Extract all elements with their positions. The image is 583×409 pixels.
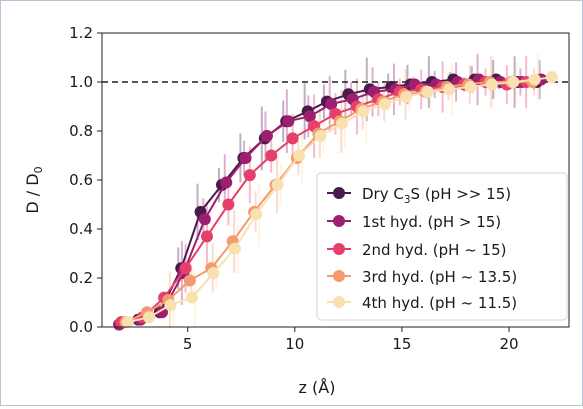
legend-label-4th-hyd: 4th hyd. (pH ~ 11.5) bbox=[362, 294, 517, 312]
legend-box bbox=[316, 172, 568, 321]
legend-entry-2nd-hyd: 2nd hyd. (pH ~ 15) bbox=[327, 241, 506, 259]
y-axis-label-subscript: 0 bbox=[32, 166, 45, 173]
data-point bbox=[179, 262, 192, 275]
data-point bbox=[200, 230, 213, 243]
data-point bbox=[121, 316, 134, 329]
data-point bbox=[207, 267, 220, 280]
data-point bbox=[265, 149, 278, 162]
data-point bbox=[400, 90, 413, 103]
legend-entry-4th-hyd: 4th hyd. (pH ~ 11.5) bbox=[327, 294, 517, 312]
legend-entry-1st-hyd: 1st hyd. (pH > 15) bbox=[327, 213, 501, 231]
legend-label-3rd-hyd: 3rd hyd. (pH ~ 13.5) bbox=[362, 268, 517, 286]
data-point bbox=[335, 117, 348, 130]
data-point bbox=[239, 151, 252, 164]
data-point bbox=[198, 213, 211, 226]
data-point bbox=[303, 110, 316, 123]
y-tick-label: 0.0 bbox=[69, 318, 93, 336]
data-point bbox=[143, 311, 156, 324]
data-point bbox=[220, 176, 233, 189]
data-point bbox=[282, 115, 295, 128]
legend-marker-3rd-hyd bbox=[333, 270, 345, 282]
data-point bbox=[164, 298, 177, 311]
y-tick-label: 0.6 bbox=[69, 171, 93, 189]
data-point bbox=[222, 198, 235, 211]
x-tick-label: 5 bbox=[183, 335, 193, 353]
legend-entry-3rd-hyd: 3rd hyd. (pH ~ 13.5) bbox=[327, 268, 517, 286]
y-tick-label: 0.2 bbox=[69, 269, 93, 287]
data-point bbox=[545, 71, 558, 84]
data-point bbox=[443, 83, 456, 96]
legend-label-dry: Dry C3S (pH >> 15) bbox=[362, 185, 511, 206]
legend-marker-4th-hyd bbox=[333, 296, 345, 308]
x-axis: 5 10 15 20 bbox=[183, 327, 519, 353]
data-point bbox=[464, 80, 477, 93]
y-axis-label: D / D0 bbox=[23, 166, 45, 213]
legend-label-2nd-hyd: 2nd hyd. (pH ~ 15) bbox=[362, 241, 506, 259]
x-tick-label: 10 bbox=[285, 335, 304, 353]
legend-marker-1st-hyd bbox=[333, 215, 345, 227]
legend-entry-dry: Dry C3S (pH >> 15) bbox=[327, 185, 511, 206]
data-point bbox=[314, 129, 327, 142]
data-point bbox=[293, 149, 306, 162]
data-point bbox=[528, 73, 541, 86]
legend-marker-2nd-hyd bbox=[333, 243, 345, 255]
data-point bbox=[286, 132, 299, 145]
data-point bbox=[271, 178, 284, 191]
data-point bbox=[421, 85, 434, 98]
data-point bbox=[325, 98, 338, 111]
y-tick-label: 1.2 bbox=[69, 24, 93, 42]
y-tick-label: 0.8 bbox=[69, 122, 93, 140]
data-point bbox=[485, 78, 498, 91]
series-layer bbox=[113, 71, 558, 331]
series-4 bbox=[121, 71, 558, 329]
data-point bbox=[183, 274, 196, 287]
legend-marker-dry bbox=[333, 187, 345, 199]
x-tick-label: 20 bbox=[499, 335, 518, 353]
y-tick-label: 1.0 bbox=[69, 73, 93, 91]
data-point bbox=[185, 291, 198, 304]
x-tick-label: 15 bbox=[392, 335, 411, 353]
legend-label-1st-hyd: 1st hyd. (pH > 15) bbox=[362, 213, 501, 231]
data-point bbox=[260, 129, 273, 142]
data-point bbox=[250, 208, 263, 221]
y-axis: 0.0 0.2 0.4 0.6 0.8 1.0 1.2 bbox=[69, 24, 102, 336]
data-point bbox=[228, 242, 241, 255]
data-point bbox=[155, 306, 168, 319]
data-point bbox=[357, 105, 370, 118]
legend: Dry C3S (pH >> 15) 1st hyd. (pH > 15) 2n… bbox=[316, 172, 568, 321]
data-point bbox=[378, 98, 391, 111]
y-tick-label: 0.4 bbox=[69, 220, 93, 238]
data-point bbox=[243, 169, 256, 182]
data-point bbox=[507, 76, 520, 88]
x-axis-label: z (Å) bbox=[299, 378, 336, 397]
